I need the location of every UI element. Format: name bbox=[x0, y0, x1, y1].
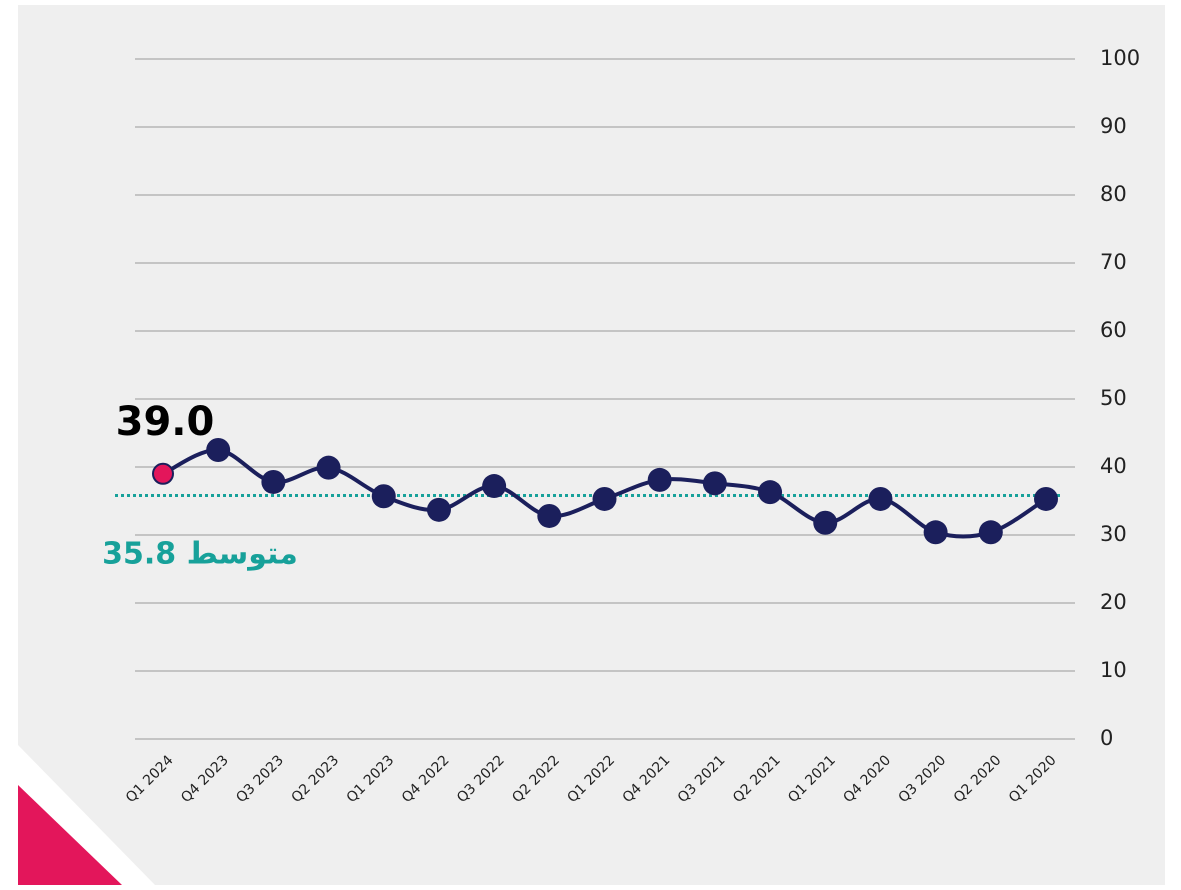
y-tick-label: 30 bbox=[1100, 522, 1127, 546]
y-tick-label: 100 bbox=[1100, 46, 1140, 70]
average-label: متوسط 35.8 bbox=[102, 537, 298, 572]
y-tick-label: 10 bbox=[1100, 658, 1127, 682]
y-tick-label: 70 bbox=[1100, 250, 1127, 274]
point bbox=[1034, 486, 1058, 511]
y-tick-label: 50 bbox=[1100, 386, 1127, 410]
point bbox=[813, 510, 838, 535]
point bbox=[978, 520, 1003, 545]
y-tick-label: 80 bbox=[1100, 182, 1127, 206]
point bbox=[592, 486, 617, 511]
point bbox=[923, 520, 948, 545]
corner-accent bbox=[18, 785, 122, 885]
point bbox=[152, 462, 174, 485]
point bbox=[702, 471, 727, 496]
point bbox=[868, 486, 893, 511]
point bbox=[371, 484, 396, 509]
value-label: 39.0 bbox=[116, 399, 215, 445]
point bbox=[482, 474, 507, 499]
point bbox=[261, 469, 286, 494]
y-tick-label: 0 bbox=[1100, 726, 1113, 750]
point bbox=[647, 467, 672, 492]
point bbox=[758, 480, 783, 505]
point bbox=[426, 497, 451, 522]
y-tick-label: 20 bbox=[1100, 590, 1127, 614]
point bbox=[537, 503, 562, 528]
point bbox=[206, 438, 231, 462]
y-tick-label: 90 bbox=[1100, 114, 1127, 138]
y-tick-label: 40 bbox=[1100, 454, 1127, 478]
panel bbox=[18, 5, 1165, 885]
point bbox=[316, 455, 341, 480]
y-tick-label: 60 bbox=[1100, 318, 1127, 342]
